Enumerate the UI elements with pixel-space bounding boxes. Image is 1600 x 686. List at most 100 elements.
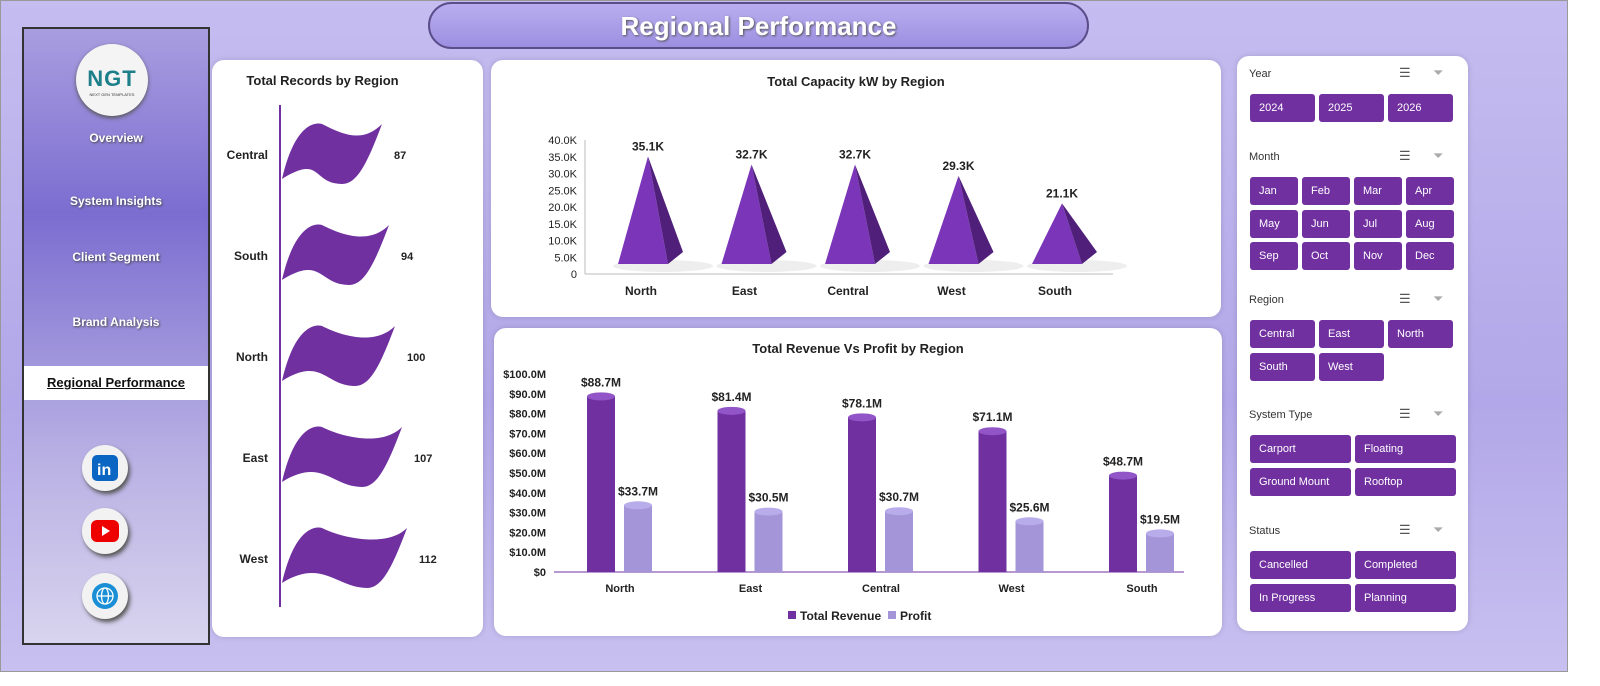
slicer-item[interactable]: 2024: [1250, 94, 1315, 122]
nav-brand-analysis[interactable]: Brand Analysis: [72, 315, 160, 329]
data-label: $30.5M: [748, 491, 788, 505]
revenue-profit-chart: $0 $10.0M $20.0M $30.0M $40.0M $50.0M $60.0M $7…: [503, 369, 1184, 623]
capacity-by-region-card: Total Capacity kW by Region 0 5.0K 10.0K 15…: [491, 60, 1221, 317]
category-label: West: [937, 284, 965, 298]
bar-cap: [978, 427, 1007, 436]
category-label: West: [998, 583, 1024, 595]
slicer-item[interactable]: Planning: [1355, 583, 1456, 612]
slicer-item[interactable]: Feb: [1302, 177, 1350, 205]
y-tick-label: 10.0K: [548, 236, 577, 248]
svg-text:in: in: [97, 462, 111, 479]
legend-label: Profit: [900, 609, 931, 623]
slicer-item[interactable]: Rooftop: [1355, 467, 1456, 496]
y-tick-label: $20.0M: [509, 527, 546, 539]
slicer-item[interactable]: 2025: [1319, 94, 1384, 122]
slicer-item[interactable]: East: [1319, 320, 1384, 348]
data-label: $78.1M: [842, 396, 882, 410]
slicer-item[interactable]: Dec: [1406, 242, 1454, 270]
bar-cap: [1109, 471, 1137, 480]
y-tick-label: 25.0K: [548, 185, 577, 197]
y-tick-label: 15.0K: [548, 219, 577, 231]
slicer-item[interactable]: Central: [1250, 320, 1315, 348]
slicer-item[interactable]: Nov: [1354, 242, 1402, 270]
clear-filter-icon[interactable]: ⏷: [1433, 65, 1444, 80]
slicer-title: System Type: [1249, 409, 1313, 421]
bar-pyramid-side: [958, 175, 994, 264]
category-label: North: [625, 284, 657, 298]
legend-label: Total Revenue: [800, 609, 881, 623]
globe-icon[interactable]: [82, 573, 128, 619]
category-label: East: [739, 583, 763, 595]
category-label: North: [236, 350, 268, 364]
bar-pyramid: [928, 175, 979, 264]
y-tick-label: 30.0K: [548, 169, 577, 181]
data-label: $19.5M: [1140, 512, 1180, 526]
bar-profit: [754, 511, 783, 572]
slicer-item[interactable]: Oct: [1302, 242, 1350, 270]
chart-title: Total Capacity kW by Region: [767, 74, 945, 89]
multi-select-icon[interactable]: ☰: [1399, 65, 1411, 80]
slicer-item[interactable]: South: [1250, 352, 1315, 381]
y-tick-label: $80.0M: [509, 409, 546, 421]
youtube-icon[interactable]: [82, 508, 128, 554]
clear-filter-icon[interactable]: ⏷: [1433, 148, 1444, 163]
slicer-item[interactable]: West: [1319, 352, 1384, 381]
slicer-item[interactable]: Jul: [1354, 209, 1402, 238]
slicer-item[interactable]: Carport: [1250, 435, 1351, 463]
y-tick-label: 40.0K: [548, 135, 577, 147]
slicer-item[interactable]: In Progress: [1250, 583, 1351, 612]
slicer-item[interactable]: North: [1388, 320, 1453, 348]
clear-filter-icon[interactable]: ⏷: [1433, 291, 1444, 306]
clear-filter-icon[interactable]: ⏷: [1433, 522, 1444, 537]
nav-regional-performance[interactable]: Regional Performance: [24, 366, 208, 400]
slicer-item[interactable]: Jun: [1302, 209, 1350, 238]
bar-cap: [885, 507, 913, 516]
slicer-item[interactable]: Completed: [1355, 551, 1456, 579]
slicer-title: Status: [1249, 525, 1281, 537]
slicer-item[interactable]: May: [1250, 209, 1298, 238]
y-tick-label: $10.0M: [509, 547, 546, 559]
bar-pyramid: [721, 164, 772, 264]
bar-cap: [1146, 529, 1174, 538]
bar-profit: [624, 505, 652, 572]
sidebar: NGT NEXT GEN TEMPLATES Overview System In…: [22, 27, 210, 645]
linkedin-icon[interactable]: in: [82, 445, 128, 491]
nav-overview[interactable]: Overview: [89, 131, 143, 145]
multi-select-icon[interactable]: ☰: [1399, 291, 1411, 306]
nav-client-segment[interactable]: Client Segment: [72, 250, 160, 264]
bar-pyramid-side: [855, 164, 890, 264]
data-label: $30.7M: [879, 490, 919, 504]
data-label: 32.7K: [735, 147, 767, 161]
multi-select-icon[interactable]: ☰: [1399, 522, 1411, 537]
bar-pyramid-side: [1062, 203, 1097, 264]
slicer-item[interactable]: Aug: [1406, 209, 1454, 238]
multi-select-icon[interactable]: ☰: [1399, 406, 1411, 421]
slicer-item[interactable]: Jan: [1250, 177, 1298, 205]
bar-revenue: [587, 396, 615, 572]
data-label: 94: [401, 251, 414, 263]
slicer-item[interactable]: Cancelled: [1250, 551, 1351, 579]
slicer-item[interactable]: Apr: [1406, 177, 1454, 205]
category-label: South: [234, 249, 268, 263]
y-tick-label: $30.0M: [509, 508, 546, 520]
y-tick-label: $50.0M: [509, 468, 546, 480]
nav-system-insights[interactable]: System Insights: [69, 194, 163, 208]
bar-flag: [282, 527, 407, 588]
slicer-item[interactable]: Ground Mount: [1250, 467, 1351, 496]
bar-flag: [282, 224, 389, 285]
slicer-item[interactable]: Floating: [1355, 435, 1456, 463]
bar-flag: [282, 426, 402, 487]
multi-select-icon[interactable]: ☰: [1399, 148, 1411, 163]
category-label: East: [243, 451, 268, 465]
data-label: 21.1K: [1046, 186, 1078, 200]
slicer-item[interactable]: Mar: [1354, 177, 1402, 205]
data-label: $81.4M: [711, 390, 751, 404]
bar-cap: [848, 413, 876, 422]
bar-cap: [717, 406, 746, 415]
y-tick-label: 0: [571, 269, 577, 281]
slicer-item[interactable]: Sep: [1250, 242, 1298, 270]
slicer-item[interactable]: 2026: [1388, 94, 1453, 122]
bar-revenue: [1109, 475, 1137, 572]
clear-filter-icon[interactable]: ⏷: [1433, 406, 1444, 421]
slicer-title: Year: [1249, 68, 1272, 80]
